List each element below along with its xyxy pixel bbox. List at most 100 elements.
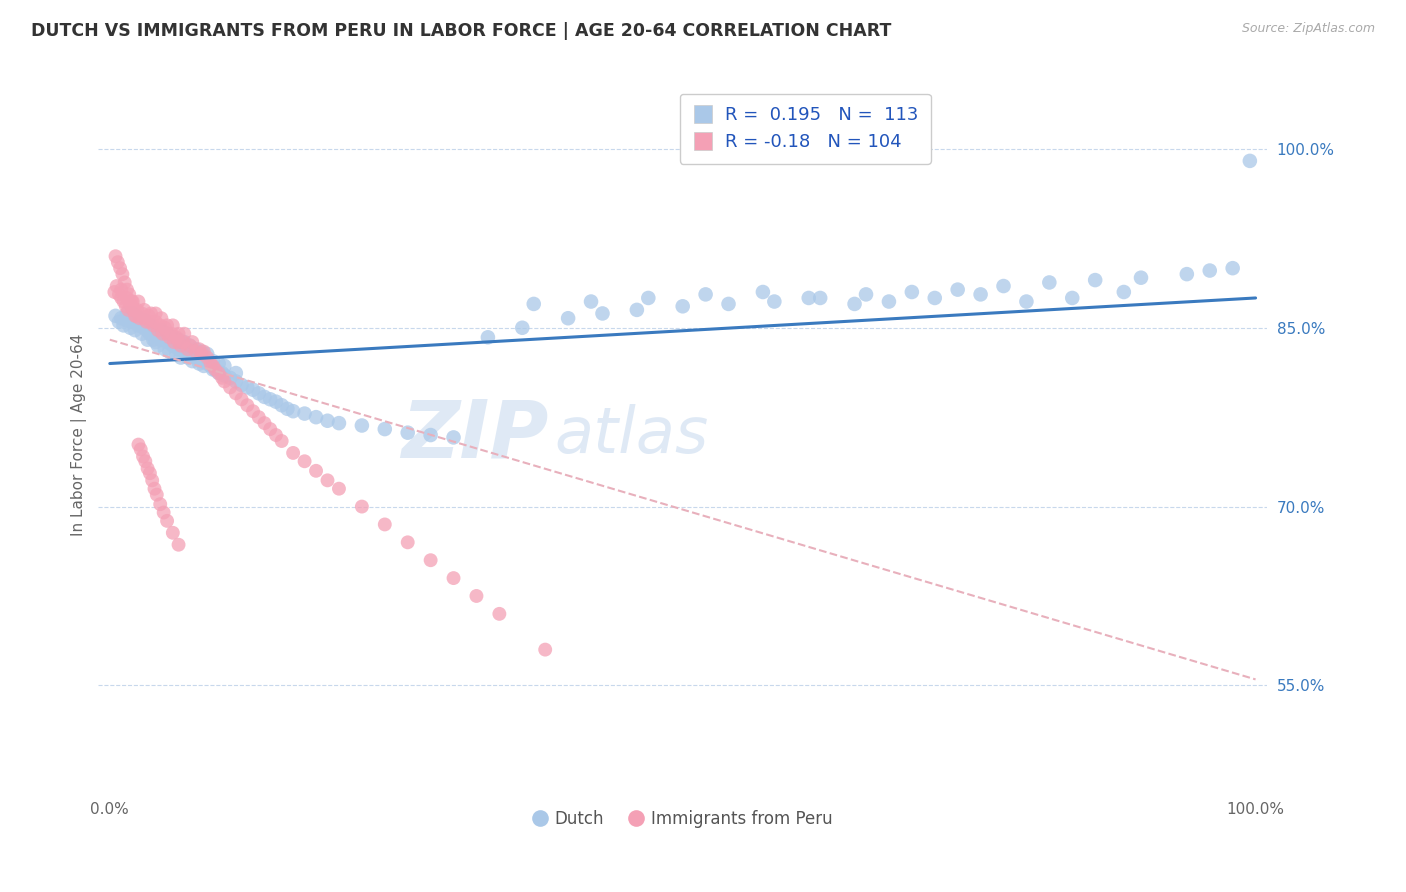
Point: [131, 306, 153, 320]
Point: [276, 401, 298, 416]
Point: [1038, 276, 1060, 290]
Y-axis label: In Labor Force | Age 20-64: In Labor Force | Age 20-64: [72, 334, 87, 536]
Point: [118, 287, 141, 301]
Point: [120, 320, 142, 334]
Point: [752, 285, 775, 299]
Point: [167, 326, 190, 341]
Point: [149, 497, 172, 511]
Point: [763, 294, 786, 309]
Point: [1222, 261, 1244, 276]
Point: [141, 474, 163, 488]
Point: [844, 297, 866, 311]
Point: [259, 392, 281, 407]
Point: [156, 326, 179, 341]
Point: [107, 255, 129, 269]
Point: [167, 333, 190, 347]
Point: [231, 378, 253, 392]
Point: [104, 249, 127, 263]
Point: [188, 357, 211, 371]
Point: [152, 326, 174, 341]
Point: [253, 416, 276, 430]
Point: [247, 386, 270, 401]
Point: [242, 404, 264, 418]
Point: [637, 291, 659, 305]
Point: [145, 334, 167, 349]
Point: [152, 506, 174, 520]
Point: [695, 287, 717, 301]
Point: [236, 398, 259, 412]
Point: [396, 425, 419, 440]
Point: [328, 416, 350, 430]
Point: [443, 571, 465, 585]
Point: [214, 375, 236, 389]
Point: [150, 333, 173, 347]
Point: [122, 302, 145, 317]
Point: [127, 302, 149, 317]
Point: [103, 285, 125, 299]
Point: [146, 323, 169, 337]
Point: [167, 334, 190, 349]
Point: [135, 323, 157, 337]
Point: [121, 294, 143, 309]
Point: [193, 359, 215, 373]
Point: [901, 285, 924, 299]
Point: [270, 398, 292, 412]
Point: [146, 338, 169, 352]
Point: [146, 488, 169, 502]
Point: [184, 343, 207, 357]
Point: [136, 461, 159, 475]
Point: [717, 297, 740, 311]
Point: [190, 344, 212, 359]
Point: [129, 442, 152, 457]
Point: [112, 318, 135, 333]
Point: [162, 318, 184, 333]
Point: [156, 514, 179, 528]
Point: [188, 343, 211, 357]
Point: [247, 410, 270, 425]
Point: [181, 334, 204, 349]
Point: [236, 380, 259, 394]
Point: [114, 276, 136, 290]
Point: [156, 334, 179, 349]
Point: [200, 359, 222, 373]
Point: [190, 347, 212, 361]
Point: [1062, 291, 1084, 305]
Point: [104, 309, 127, 323]
Point: [231, 392, 253, 407]
Point: [294, 454, 316, 468]
Point: [153, 343, 176, 357]
Point: [120, 297, 142, 311]
Point: [156, 318, 179, 333]
Point: [193, 344, 215, 359]
Point: [1084, 273, 1107, 287]
Point: [316, 414, 339, 428]
Point: [510, 320, 533, 334]
Point: [150, 311, 173, 326]
Point: [443, 430, 465, 444]
Point: [145, 315, 167, 329]
Point: [195, 357, 218, 371]
Point: [855, 287, 877, 301]
Point: [172, 334, 194, 349]
Point: [316, 474, 339, 488]
Point: [110, 291, 132, 305]
Point: [108, 261, 131, 276]
Point: [534, 642, 557, 657]
Point: [127, 294, 149, 309]
Point: [108, 315, 131, 329]
Point: [328, 482, 350, 496]
Point: [201, 359, 224, 373]
Point: [374, 517, 396, 532]
Point: [374, 422, 396, 436]
Point: [131, 326, 153, 341]
Point: [163, 334, 186, 349]
Point: [179, 347, 201, 361]
Point: [924, 291, 946, 305]
Point: [173, 344, 195, 359]
Point: [139, 306, 162, 320]
Point: [150, 323, 173, 337]
Point: [465, 589, 488, 603]
Point: [170, 338, 193, 352]
Point: [115, 291, 138, 305]
Point: [204, 362, 226, 376]
